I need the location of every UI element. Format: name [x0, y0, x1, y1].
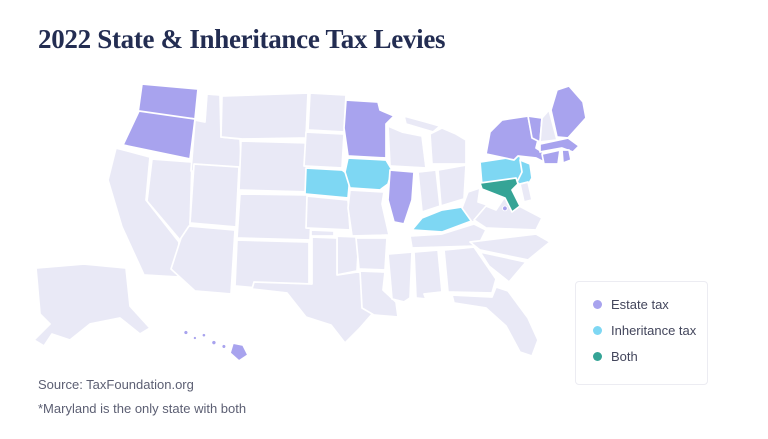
state-md — [479, 177, 521, 213]
state-az — [170, 225, 236, 295]
state-ak — [33, 263, 151, 347]
state-ga — [443, 246, 497, 294]
footnote-text: *Maryland is the only state with both — [38, 401, 247, 416]
state-ny — [485, 115, 553, 165]
state-nc — [469, 233, 551, 261]
state-hi — [182, 329, 249, 362]
state-nd — [307, 92, 347, 133]
state-oh — [437, 164, 467, 207]
legend-item-estate: Estate tax — [593, 297, 699, 312]
state-ca — [107, 147, 180, 278]
state-il — [387, 169, 415, 225]
state-la — [359, 270, 399, 318]
state-al — [413, 249, 443, 300]
state-tx — [251, 236, 385, 344]
state-ma — [539, 137, 580, 153]
source-text: Source: TaxFoundation.org — [38, 377, 194, 392]
legend-item-inheritance: Inheritance tax — [593, 323, 699, 338]
us-map — [33, 83, 587, 362]
state-me — [550, 85, 587, 139]
state-ar — [355, 237, 388, 271]
state-mo — [347, 189, 390, 237]
state-va — [473, 197, 543, 231]
state-de — [519, 181, 533, 203]
state-tn — [409, 223, 487, 249]
state-wi — [387, 125, 427, 169]
state-ct — [541, 149, 561, 165]
state-ri — [561, 149, 572, 164]
state-mt — [220, 92, 309, 140]
page-title: 2022 State & Inheritance Tax Levies — [38, 24, 446, 54]
legend: Estate tax Inheritance tax Both — [575, 281, 708, 385]
state-mn — [343, 99, 395, 159]
state-ia — [344, 157, 393, 191]
state-or — [122, 110, 196, 160]
legend-label: Estate tax — [611, 297, 669, 312]
state-in — [417, 169, 441, 213]
legend-label: Inheritance tax — [611, 323, 697, 338]
state-ok — [310, 229, 360, 276]
state-ut — [189, 163, 240, 228]
state-wy — [238, 140, 313, 193]
us-map-container — [28, 80, 598, 380]
state-nm — [234, 239, 310, 290]
estate-tax-dot-icon — [593, 300, 602, 309]
legend-label: Both — [611, 349, 638, 364]
inheritance-tax-dot-icon — [593, 326, 602, 335]
state-fl — [451, 286, 539, 357]
state-sc — [479, 251, 527, 283]
both-dot-icon — [593, 352, 602, 361]
state-ne — [304, 167, 351, 199]
state-ms — [387, 251, 413, 303]
legend-item-both: Both — [593, 349, 699, 364]
state-ks — [305, 195, 351, 231]
state-mi — [403, 115, 467, 165]
state-co — [236, 193, 313, 241]
state-sd — [303, 131, 345, 169]
state-dc — [502, 205, 508, 212]
